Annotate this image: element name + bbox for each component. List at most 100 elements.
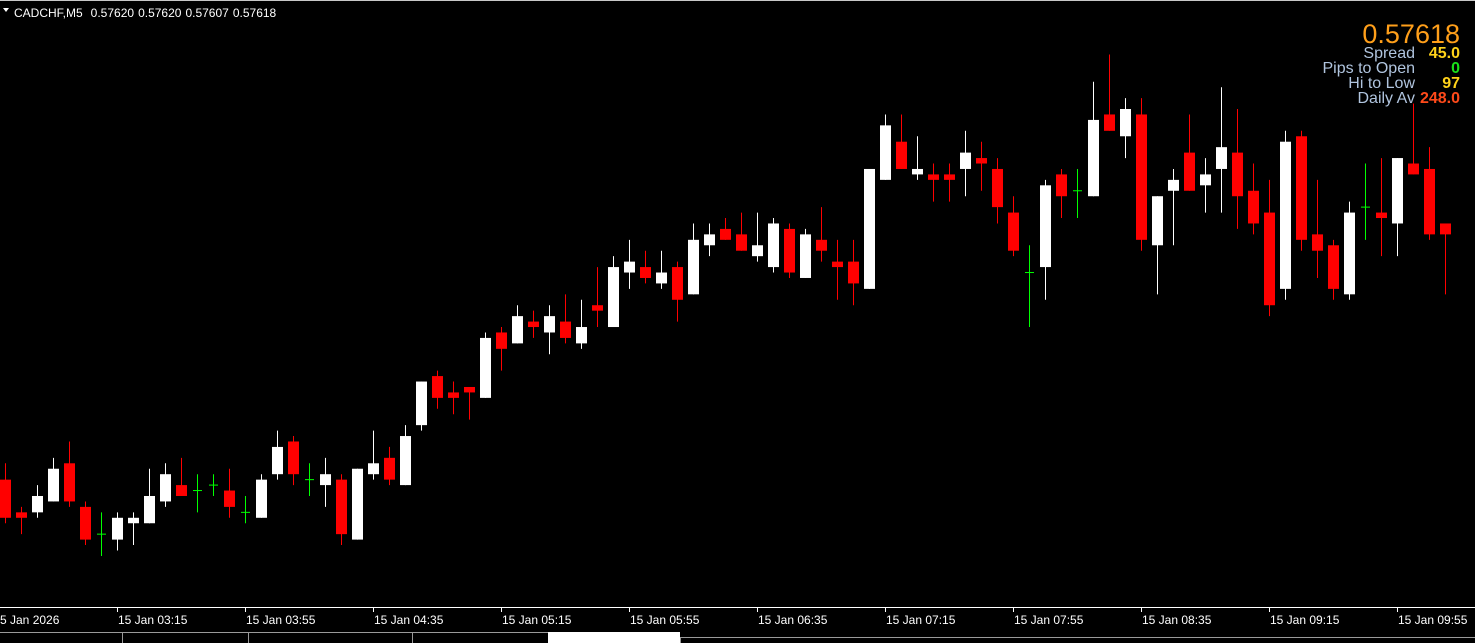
candle-body (560, 321, 571, 338)
candle-body (656, 272, 667, 284)
candle-body (32, 495, 43, 513)
x-tick-label: 15 Jan 09:55 (1398, 613, 1468, 627)
x-tick-label: 15 Jan 04:35 (374, 613, 444, 627)
candle-body (496, 332, 507, 349)
candle-body (688, 239, 699, 295)
candle-body (1136, 114, 1147, 240)
candle-body (448, 392, 459, 398)
candle-body (1104, 114, 1115, 131)
candle-body (544, 316, 555, 333)
info-label: Hi to Low (1348, 75, 1415, 92)
candle-body (1152, 196, 1163, 246)
x-tick-label: 15 Jan 08:35 (1142, 613, 1212, 627)
candle-body (784, 228, 795, 273)
candle-body (1408, 163, 1419, 175)
x-tick-label: 15 Jan 03:15 (118, 613, 188, 627)
info-value: 248.0 (1420, 90, 1460, 107)
x-tick-label: 15 Jan 07:15 (886, 613, 956, 627)
candle-body (816, 239, 827, 251)
info-value: 45.0 (1429, 45, 1460, 62)
x-tick-label: 15 Jan 06:35 (758, 613, 828, 627)
candle-body (864, 168, 875, 289)
candle-body (1056, 174, 1067, 197)
candle-body (0, 479, 11, 518)
plot-area (0, 54, 1451, 556)
candle-body (288, 441, 299, 475)
candle-body (464, 386, 475, 393)
candle-body (16, 512, 27, 518)
info-label: Spread (1363, 45, 1415, 62)
active-tab[interactable] (548, 632, 680, 643)
x-tick-label: 15 Jan 09:15 (1270, 613, 1340, 627)
candle-body (1040, 185, 1051, 268)
header-value: 0.57607 (185, 6, 229, 20)
current-price: 0.57618 (1362, 19, 1460, 49)
candle-body (1184, 152, 1195, 191)
info-label: Pips to Open (1323, 60, 1416, 77)
header-value: 0.57618 (233, 6, 277, 20)
info-value: 97 (1442, 75, 1460, 92)
candle-body (1312, 234, 1323, 251)
candle-body (400, 436, 411, 486)
candle-body (752, 245, 763, 257)
candle-body (1424, 168, 1435, 235)
candle-body (1328, 245, 1339, 289)
candle-body (416, 381, 427, 426)
candle-body (1168, 179, 1179, 191)
candle-body (112, 517, 123, 540)
candle-body (592, 305, 603, 311)
candle-body (320, 474, 331, 486)
header-value: 0.57620 (138, 6, 182, 20)
candle-body (1088, 119, 1099, 197)
candle-body (528, 321, 539, 328)
candle-body (768, 223, 779, 268)
x-tick-label: 15 Jan 03:55 (246, 613, 316, 627)
candle-body (928, 174, 939, 180)
candle-body (640, 267, 651, 278)
candle-body (880, 125, 891, 180)
candle-body (256, 479, 267, 518)
candle-body (1280, 141, 1291, 289)
x-tick-label: 5 Jan 2026 (0, 613, 60, 627)
candle-body (128, 517, 139, 524)
x-tick-label: 15 Jan 05:15 (502, 613, 572, 627)
candle-body (480, 337, 491, 398)
candle-body (672, 267, 683, 300)
candle-body (1008, 212, 1019, 251)
candle-body (960, 152, 971, 169)
candle-body (176, 485, 187, 496)
chart-title: CADCHF,M5 (14, 6, 83, 20)
candle-body (368, 463, 379, 475)
candle-body (1440, 223, 1451, 235)
candle-body (720, 228, 731, 240)
candle-body (144, 495, 155, 524)
header-values: 0.57620 0.57620 0.57607 0.57618 (91, 6, 277, 20)
candle-body (272, 446, 283, 475)
collapse-icon[interactable] (3, 8, 9, 12)
candle-body (1120, 109, 1131, 137)
candle-body (912, 168, 923, 175)
candle-body (1232, 152, 1243, 197)
x-tick-label: 15 Jan 07:55 (1014, 613, 1084, 627)
candle-body (336, 479, 347, 535)
candle-body (48, 468, 59, 502)
candle-body (832, 261, 843, 268)
candle-body (1392, 158, 1403, 224)
candle-body (944, 174, 955, 180)
tab-bar (0, 631, 1475, 643)
candle-body (1376, 212, 1387, 219)
candle-body (848, 261, 859, 284)
candle-body (160, 474, 171, 502)
candle-body (608, 267, 619, 328)
candle-body (1296, 136, 1307, 240)
candle-body (1344, 212, 1355, 295)
info-label: Daily Av (1357, 90, 1415, 107)
x-tick-label: 15 Jan 05:55 (630, 613, 700, 627)
candle-body (352, 468, 363, 540)
x-axis: 5 Jan 2026 15 Jan 03:15 15 Jan 03:55 15 Ja… (0, 607, 1468, 627)
candle-body (432, 376, 443, 398)
